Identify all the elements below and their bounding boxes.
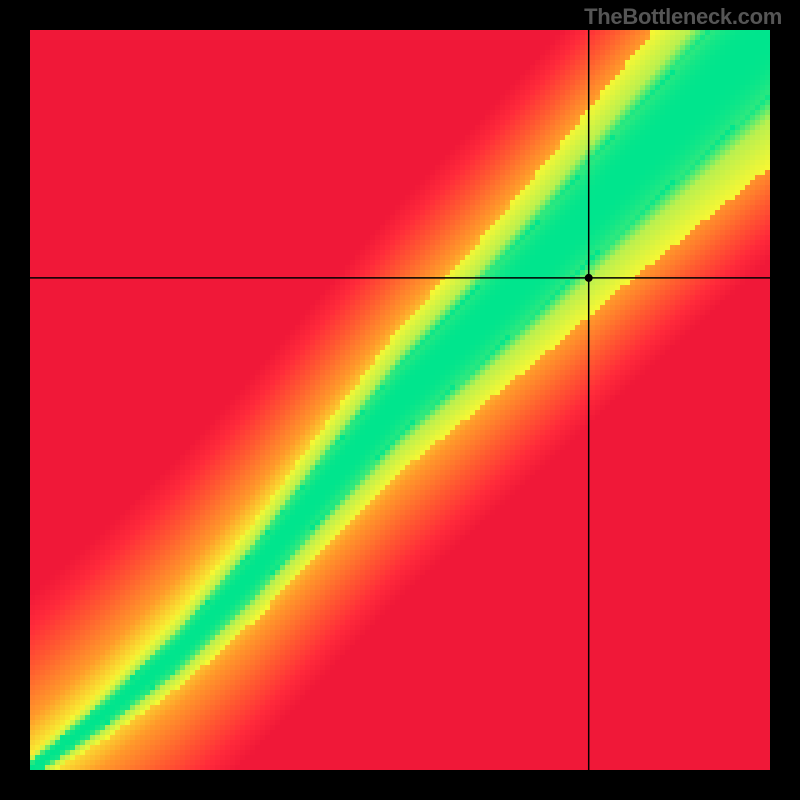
watermark-text: TheBottleneck.com [584, 4, 782, 30]
bottleneck-heatmap [30, 30, 770, 770]
page-container: TheBottleneck.com [0, 0, 800, 800]
